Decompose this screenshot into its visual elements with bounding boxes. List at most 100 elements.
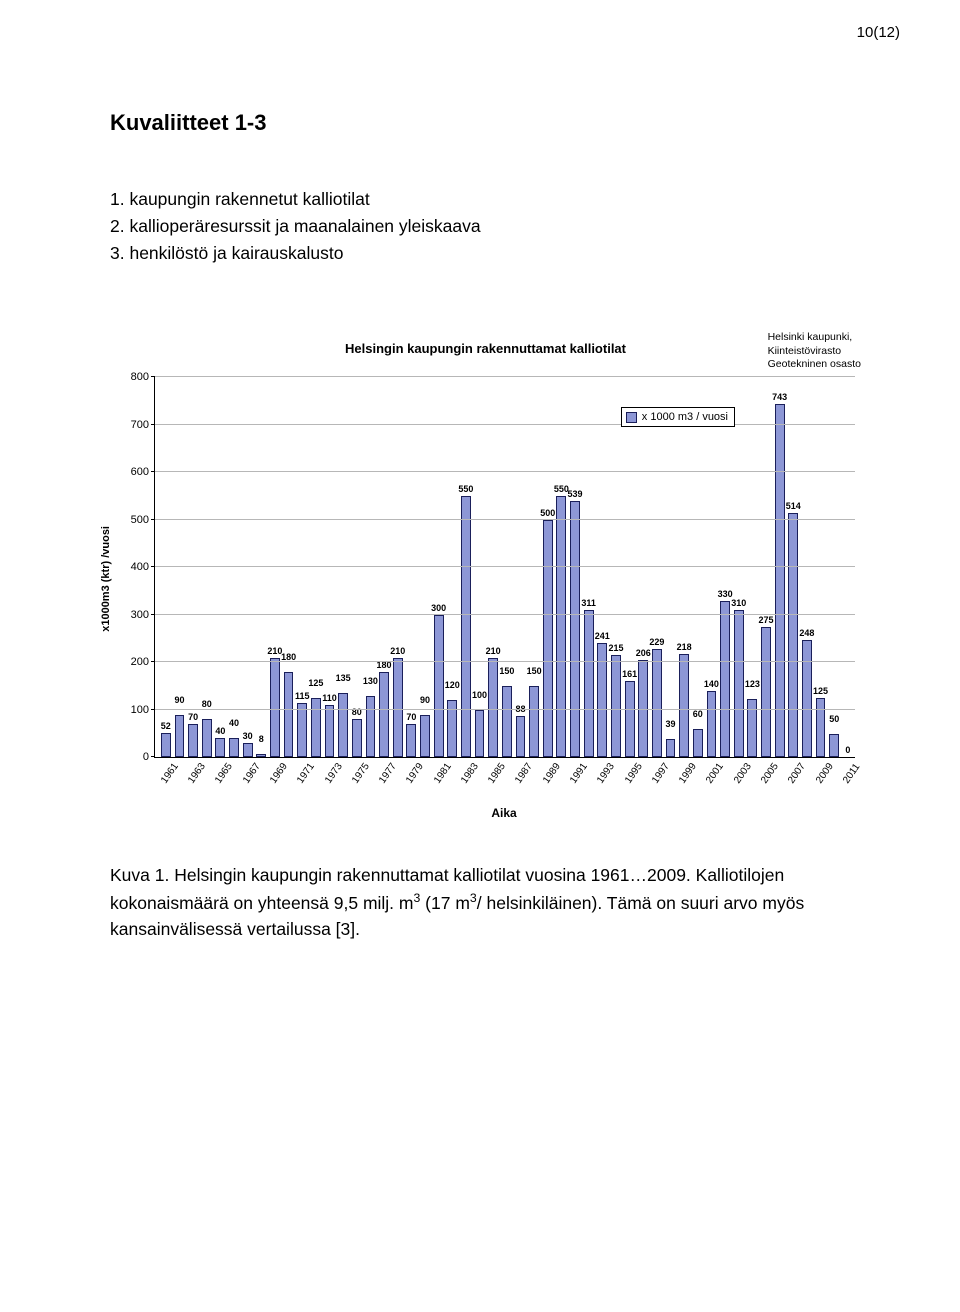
bar-value-label: 0 bbox=[845, 745, 850, 755]
bar-value-label: 210 bbox=[486, 646, 501, 656]
y-tick-mark bbox=[151, 566, 155, 567]
bars-container: 5290708040403082101801151251101358013018… bbox=[155, 377, 855, 757]
y-tick-mark bbox=[151, 614, 155, 615]
y-tick-label: 800 bbox=[117, 371, 149, 383]
bar-slot: 275 bbox=[759, 377, 773, 757]
bar bbox=[747, 699, 757, 757]
bar bbox=[556, 496, 566, 757]
y-tick-mark bbox=[151, 756, 155, 757]
bar-slot: 241 bbox=[596, 377, 610, 757]
chart-source: Helsinki kaupunki, Kiinteistövirasto Geo… bbox=[768, 331, 861, 370]
bar bbox=[625, 681, 635, 757]
bar-slot: 39 bbox=[664, 377, 678, 757]
bar bbox=[652, 649, 662, 758]
bar bbox=[434, 615, 444, 758]
bar bbox=[707, 691, 717, 758]
bar-value-label: 52 bbox=[161, 721, 171, 731]
bar-slot: 210 bbox=[486, 377, 500, 757]
bar-slot: 218 bbox=[677, 377, 691, 757]
bar-value-label: 130 bbox=[363, 676, 378, 686]
bar-value-label: 40 bbox=[215, 726, 225, 736]
bar-slot: 135 bbox=[336, 377, 350, 757]
x-tick-label: 2011 bbox=[841, 762, 862, 786]
bar-slot: 125 bbox=[309, 377, 323, 757]
bar-slot: 229 bbox=[650, 377, 664, 757]
bar-slot: 161 bbox=[623, 377, 637, 757]
bar-value-label: 125 bbox=[308, 678, 323, 688]
bar-value-label: 539 bbox=[568, 489, 583, 499]
bar-slot: 40 bbox=[214, 377, 228, 757]
bar-value-label: 514 bbox=[786, 501, 801, 511]
bar bbox=[175, 715, 185, 758]
list-item: 3. henkilöstö ja kairauskalusto bbox=[110, 240, 880, 267]
bar bbox=[366, 696, 376, 758]
bar bbox=[788, 513, 798, 757]
bar bbox=[243, 743, 253, 757]
list-item: 1. kaupungin rakennetut kalliotilat bbox=[110, 186, 880, 213]
bar-slot: 90 bbox=[173, 377, 187, 757]
bar-value-label: 150 bbox=[499, 666, 514, 676]
chart-legend: x 1000 m3 / vuosi bbox=[621, 407, 735, 427]
bar bbox=[420, 715, 430, 758]
bar-slot: 743 bbox=[773, 377, 787, 757]
bar-slot: 550 bbox=[459, 377, 473, 757]
chart-title: Helsingin kaupungin rakennuttamat kallio… bbox=[345, 337, 626, 377]
y-tick-label: 700 bbox=[117, 419, 149, 431]
gridline bbox=[155, 376, 855, 377]
bar-value-label: 215 bbox=[608, 643, 623, 653]
bar-slot: 115 bbox=[295, 377, 309, 757]
bar bbox=[325, 705, 335, 757]
gridline bbox=[155, 661, 855, 662]
bar-value-label: 60 bbox=[693, 709, 703, 719]
bar bbox=[829, 734, 839, 758]
plot-area: x 1000 m3 / vuosi 5290708040403082101801… bbox=[154, 377, 855, 758]
y-tick-mark bbox=[151, 519, 155, 520]
bar-slot: 0 bbox=[841, 377, 855, 757]
y-tick-mark bbox=[151, 471, 155, 472]
bar-chart: x1000m3 (ktr) /vuosi Helsingin kaupungin… bbox=[100, 337, 870, 820]
bar-value-label: 500 bbox=[540, 508, 555, 518]
bar-value-label: 330 bbox=[718, 589, 733, 599]
page-number: 10(12) bbox=[857, 24, 900, 41]
bar-value-label: 218 bbox=[677, 642, 692, 652]
y-tick-mark bbox=[151, 709, 155, 710]
bar-value-label: 110 bbox=[322, 693, 337, 703]
document-page: 10(12) Kuvaliitteet 1-3 1. kaupungin rak… bbox=[0, 0, 960, 1312]
y-tick-label: 100 bbox=[117, 704, 149, 716]
bar bbox=[311, 698, 321, 757]
bar-slot: 180 bbox=[377, 377, 391, 757]
y-tick-label: 0 bbox=[117, 751, 149, 763]
bar-slot: 100 bbox=[473, 377, 487, 757]
bar-value-label: 115 bbox=[295, 691, 310, 701]
y-tick-label: 300 bbox=[117, 609, 149, 621]
bar bbox=[584, 610, 594, 758]
bar-slot: 150 bbox=[527, 377, 541, 757]
list-item: 2. kallioperäresurssit ja maanalainen yl… bbox=[110, 213, 880, 240]
bar-value-label: 80 bbox=[202, 699, 212, 709]
bar bbox=[284, 672, 294, 758]
bar-slot: 330 bbox=[718, 377, 732, 757]
bar-slot: 206 bbox=[636, 377, 650, 757]
legend-label: x 1000 m3 / vuosi bbox=[642, 411, 728, 423]
bar-slot: 300 bbox=[432, 377, 446, 757]
bar-slot: 110 bbox=[323, 377, 337, 757]
gridline bbox=[155, 519, 855, 520]
bar-value-label: 70 bbox=[188, 712, 198, 722]
bar-value-label: 311 bbox=[581, 598, 596, 608]
bar bbox=[816, 698, 826, 757]
y-tick-label: 200 bbox=[117, 656, 149, 668]
bar-slot: 550 bbox=[555, 377, 569, 757]
bar bbox=[597, 643, 607, 757]
bar-value-label: 100 bbox=[472, 690, 487, 700]
bar-slot: 40 bbox=[227, 377, 241, 757]
bar bbox=[352, 719, 362, 757]
bar-slot: 140 bbox=[705, 377, 719, 757]
bar-slot: 130 bbox=[364, 377, 378, 757]
bar bbox=[475, 710, 485, 758]
bar-value-label: 206 bbox=[636, 648, 651, 658]
bar-slot: 514 bbox=[786, 377, 800, 757]
bar-value-label: 70 bbox=[406, 712, 416, 722]
bar-slot: 500 bbox=[541, 377, 555, 757]
gridline bbox=[155, 424, 855, 425]
bar bbox=[393, 658, 403, 758]
